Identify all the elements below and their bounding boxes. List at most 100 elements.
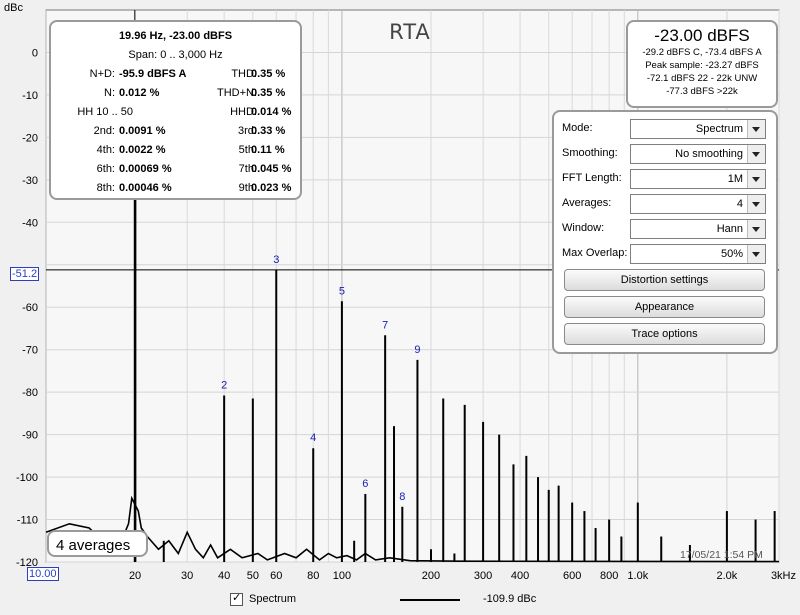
stat-value-right: 0.045 % (251, 163, 292, 175)
noise-floor-trace (45, 495, 780, 563)
x-tick-label: 2.0k (716, 570, 737, 582)
stat-label-left: N: (104, 87, 115, 99)
y-axis-labels: 0 -10 -20 -30 -40 -60 -70 -80 -90 -100 -110 -120 (16, 47, 38, 569)
legend-line-swatch (400, 599, 460, 601)
stat-label-right: 3rd: (238, 125, 257, 137)
distortion-settings-button[interactable]: Distortion settings (564, 269, 765, 291)
x-tick-label: 200 (422, 570, 440, 582)
stat-value-left: -95.9 dBFS A (119, 68, 187, 80)
stat-label-left: HH 10 .. 50 (77, 106, 133, 118)
stat-label-right: THD+N: (216, 87, 257, 99)
x-tick-label: 100 (333, 570, 351, 582)
cursor-level-readout: -51.2 (10, 267, 40, 281)
x-tick-label: 20 (129, 570, 141, 582)
fft-length-select[interactable]: 1M (630, 169, 766, 189)
y-tick-label: -20 (22, 132, 38, 144)
x-tick-label: 80 (307, 570, 319, 582)
y-tick-label: -80 (22, 387, 38, 399)
y-axis-unit: dBc (4, 2, 23, 14)
y-tick-label: -90 (22, 430, 38, 442)
harmonic-label: 8 (399, 491, 405, 503)
chevron-down-icon[interactable] (747, 170, 765, 188)
x-tick-label: 50 (247, 570, 259, 582)
smoothing-select[interactable]: No smoothing (630, 144, 766, 164)
mode-row: Mode: Spectrum (562, 119, 768, 139)
x-tick-label: 300 (474, 570, 492, 582)
stat-label-left: 2nd: (93, 125, 115, 137)
averages-value: 4 (736, 198, 743, 210)
harmonic-label: 5 (339, 285, 345, 297)
fft-length-label: FFT Length: (562, 172, 622, 184)
x-tick-label: 600 (563, 570, 581, 582)
fft-length-value: 1M (727, 173, 743, 185)
mode-label: Mode: (562, 122, 593, 134)
level-panel: -23.00 dBFS -29.2 dBFS C, -73.4 dBFS A P… (626, 20, 778, 108)
x-tick-label: 3kHz (771, 570, 796, 582)
stat-value-right: 0.11 % (251, 144, 285, 156)
max-overlap-select[interactable]: 50% (630, 244, 766, 264)
max-overlap-row: Max Overlap: 50% (562, 244, 768, 264)
level-line-2: Peak sample: -23.27 dBFS (645, 60, 759, 71)
date-stamp: 17/05/21 1:54 PM (680, 549, 763, 561)
averages-select[interactable]: 4 (630, 194, 766, 214)
stat-label-right: THD: (231, 68, 257, 80)
x-tick-label: 30 (181, 570, 193, 582)
trace-options-button[interactable]: Trace options (564, 323, 765, 345)
y-tick-label: -30 (22, 175, 38, 187)
controls-panel: Mode: Spectrum Smoothing: No smoothing F… (552, 110, 778, 354)
stat-value-right: 0.014 % (251, 106, 292, 118)
stat-label-right: 5th: (238, 144, 257, 156)
averages-label: Averages: (562, 197, 612, 209)
chevron-down-icon[interactable] (747, 120, 765, 138)
legend-series-value: -109.9 dBc (483, 593, 537, 605)
appearance-button[interactable]: Appearance (564, 296, 765, 318)
x-tick-label: 40 (218, 570, 230, 582)
spectrum-checkbox[interactable] (230, 591, 243, 606)
y-tick-label: 0 (32, 47, 38, 59)
stat-label-left: 8th: (96, 182, 115, 194)
y-tick-label: -110 (17, 515, 38, 527)
y-tick-label: -60 (22, 302, 38, 314)
harmonic-label: 9 (414, 344, 420, 356)
y-tick-label: -100 (16, 472, 38, 484)
y-tick-label: -120 (16, 557, 38, 569)
level-line-4: -77.3 dBFS >22k (666, 86, 738, 97)
chevron-down-icon[interactable] (747, 220, 765, 238)
stat-label-right: HHD: (230, 106, 257, 118)
stats-panel: 19.96 Hz, -23.00 dBFS Span: 0 .. 3,000 H… (49, 20, 302, 200)
mode-select[interactable]: Spectrum (630, 119, 766, 139)
stat-label-left: 4th: (96, 144, 115, 156)
y-tick-label: -70 (22, 345, 38, 357)
x-axis-labels: 20 30 40 50 60 80 100 200 300 400 600 800 1.0k 2.0k 3k… (129, 570, 796, 582)
cursor-position: 19.96 Hz, -23.00 dBFS (118, 30, 233, 42)
chevron-down-icon[interactable] (747, 245, 765, 263)
stat-value-left: 0.0091 % (119, 125, 166, 137)
harmonic-label: 4 (310, 432, 316, 444)
stat-value-right: 0.35 % (251, 87, 286, 99)
stat-value-right: 0.33 % (251, 125, 286, 137)
noise-floor-line (45, 495, 780, 563)
chevron-down-icon[interactable] (747, 195, 765, 213)
max-overlap-value: 50% (720, 248, 743, 260)
stat-value-left: 0.012 % (119, 87, 160, 99)
y-tick-label: -40 (22, 217, 38, 229)
level-line-3: -72.1 dBFS 22 - 22k UNW (646, 73, 758, 84)
chevron-down-icon[interactable] (747, 145, 765, 163)
stat-value-right: 0.023 % (251, 182, 292, 194)
stat-value-left: 0.00069 % (119, 163, 172, 175)
stat-value-left: 0.0022 % (119, 144, 166, 156)
harmonic-label: 7 (382, 319, 388, 331)
window-select[interactable]: Hann (630, 219, 766, 239)
span-text: Span: 0 .. 3,000 Hz (128, 49, 223, 61)
averages-row: Averages: 4 (562, 194, 768, 214)
harmonic-label: 2 (221, 380, 227, 392)
x-axis-start-field[interactable]: 10.00 (27, 567, 59, 581)
level-line-1: -29.2 dBFS C, -73.4 dBFS A (642, 47, 762, 58)
stat-label-left: N+D: (89, 68, 115, 80)
max-overlap-label: Max Overlap: (562, 247, 628, 259)
smoothing-value: No smoothing (675, 148, 743, 160)
smoothing-row: Smoothing: No smoothing (562, 144, 768, 164)
averages-badge: 4 averages (47, 530, 148, 557)
x-tick-label: 60 (270, 570, 282, 582)
harmonic-label: 6 (362, 478, 368, 490)
